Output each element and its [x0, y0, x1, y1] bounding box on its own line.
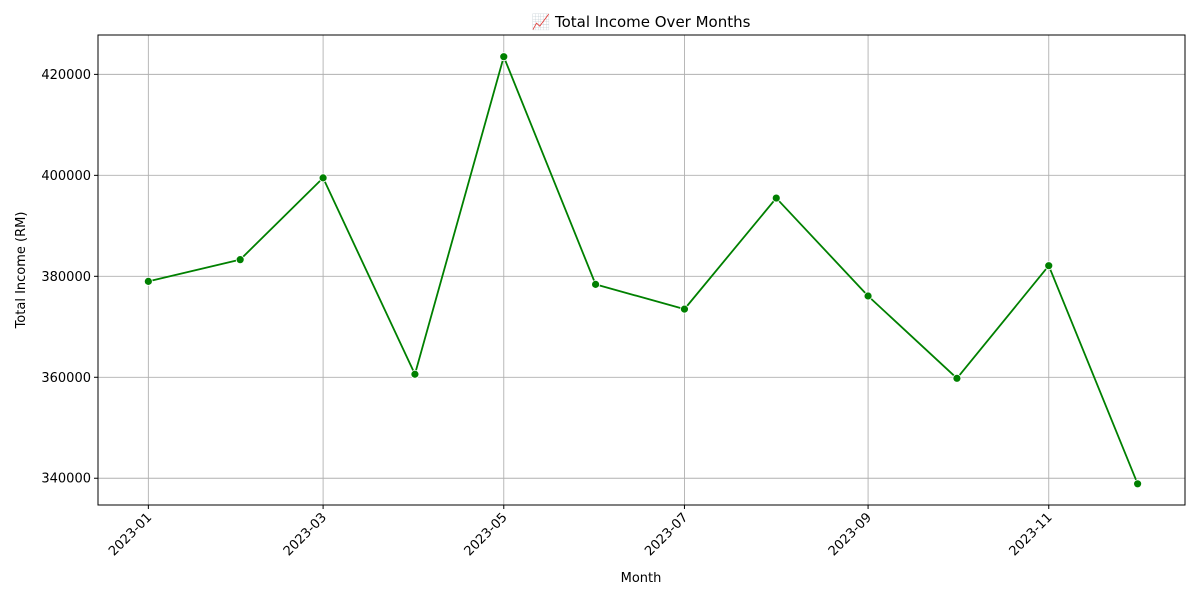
- y-tick-label: 360000: [41, 371, 91, 386]
- data-point: [499, 52, 509, 62]
- data-point: [952, 373, 962, 383]
- data-point: [235, 255, 245, 265]
- data-point: [863, 291, 873, 301]
- data-point: [680, 304, 689, 314]
- y-tick-label: 340000: [41, 472, 91, 487]
- series-layer: [143, 52, 1143, 489]
- data-point: [591, 279, 600, 289]
- chart-title: 📈 Total Income Over Months: [532, 13, 751, 31]
- data-point: [143, 276, 153, 286]
- data-point: [318, 173, 328, 183]
- y-tick-label: 400000: [41, 169, 91, 184]
- data-point: [410, 369, 420, 379]
- plot-area: [97, 34, 1186, 506]
- x-axis-label: Month: [621, 571, 662, 586]
- data-point: [771, 193, 781, 203]
- y-tick-label: 420000: [41, 68, 91, 83]
- y-axis-label: Total Income (RM): [14, 212, 29, 330]
- data-point: [1133, 479, 1143, 489]
- series-line: [148, 55, 1139, 485]
- y-tick-label: 380000: [41, 270, 91, 285]
- data-point: [1044, 261, 1054, 271]
